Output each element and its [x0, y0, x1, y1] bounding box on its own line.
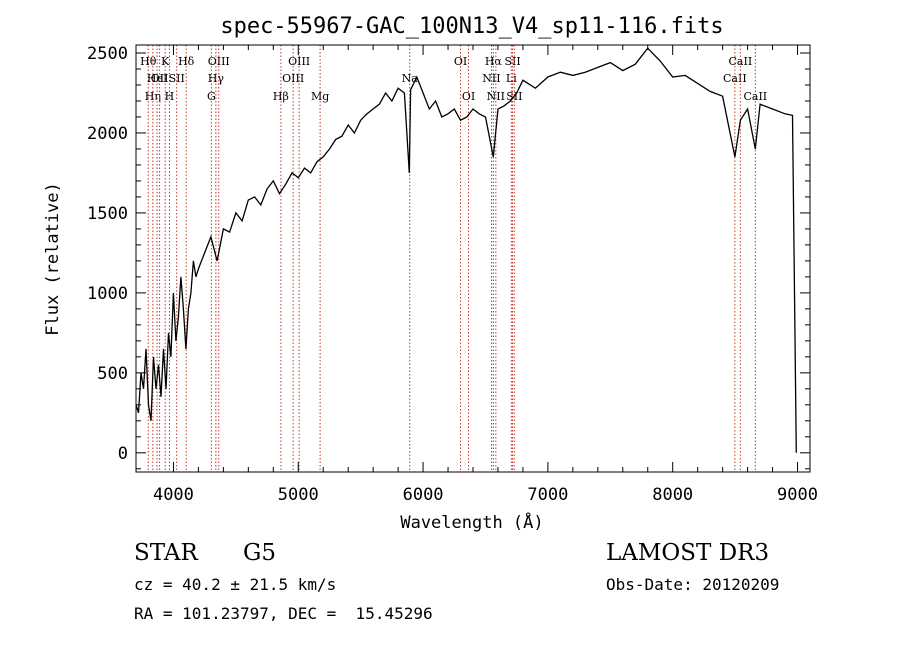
- line-marker-label: OII: [151, 72, 169, 85]
- flux-line: [135, 47, 797, 453]
- line-marker-label: CaII: [743, 90, 767, 103]
- redshift-value: cz = 40.2 ± 21.5 km/s: [134, 575, 337, 594]
- y-tick-label: 2500: [87, 44, 128, 64]
- y-tick-label: 2000: [87, 124, 128, 144]
- line-marker-label: Hθ: [140, 55, 157, 68]
- line-marker-label: G: [207, 90, 216, 103]
- line-marker-label: OIII: [288, 55, 310, 68]
- line-marker-label: OI: [462, 90, 475, 103]
- line-marker-label: K: [161, 55, 170, 68]
- line-marker-label: OIII: [208, 55, 230, 68]
- line-marker-label: HeI: [147, 72, 167, 85]
- chart-title: spec-55967-GAC_100N13_V4_sp11-116.fits: [220, 14, 723, 39]
- line-marker-label: Li: [506, 72, 517, 85]
- axes: 4000 5000 6000 7000 8000 9000 0 500 1000 1500 2000…: [87, 44, 818, 505]
- y-tick-label: 1500: [87, 204, 128, 224]
- y-tick-label: 1000: [87, 284, 128, 304]
- obs-date: Obs-Date: 20120209: [606, 575, 780, 594]
- line-marker-label: Hη: [145, 90, 161, 103]
- line-marker-label: Hγ: [208, 72, 225, 85]
- x-tick-label: 4000: [153, 485, 194, 505]
- line-marker-label: CaII: [729, 55, 753, 68]
- x-tick-label: 5000: [278, 485, 319, 505]
- line-marker-label: NII: [487, 90, 505, 103]
- line-marker-label: SII: [169, 72, 185, 85]
- line-marker-label: Mg: [311, 90, 329, 103]
- line-marker-label: SII: [504, 55, 520, 68]
- line-marker-label: H: [165, 90, 175, 103]
- y-axis-label: Flux (relative): [43, 182, 63, 336]
- object-subclass: G5: [243, 540, 277, 566]
- line-marker-label: NII: [482, 72, 500, 85]
- line-marker-label: OIII: [282, 72, 304, 85]
- x-tick-label: 7000: [527, 485, 568, 505]
- spectrum-series: [135, 47, 797, 453]
- y-tick-label: 500: [97, 364, 128, 384]
- x-tick-label: 9000: [777, 485, 818, 505]
- line-marker-label: Hβ: [273, 90, 289, 103]
- line-marker-label: OI: [454, 55, 467, 68]
- x-axis-label: Wavelength (Å): [400, 511, 543, 533]
- x-tick-label: 8000: [652, 485, 693, 505]
- line-marker-label: CaII: [723, 72, 747, 85]
- y-tick-label: 0: [118, 444, 128, 464]
- line-marker-label: Hδ: [178, 55, 195, 68]
- line-marker-label: Hα: [485, 55, 503, 68]
- survey-name: LAMOST DR3: [606, 540, 770, 566]
- x-tick-label: 6000: [403, 485, 444, 505]
- coordinates: RA = 101.23797, DEC = 15.45296: [134, 604, 433, 623]
- line-markers: HθHηHeIOIIKHSIIHδGHγOIIIHβOIIIOIIIMgNaOI…: [140, 45, 767, 472]
- object-class: STAR: [134, 540, 198, 566]
